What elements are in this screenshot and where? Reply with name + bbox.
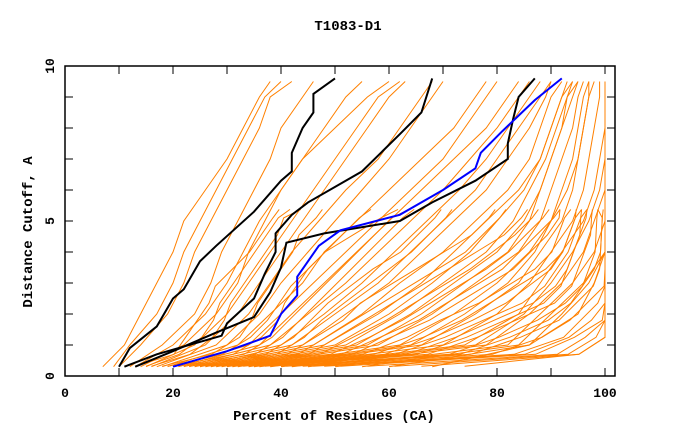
model-curve-lower-22 [264,209,583,367]
model-curve-lower-34 [464,209,606,367]
y-axis-label: Distance Cutoff, A [21,156,37,308]
model-curve-5 [140,81,363,368]
model-curve-lower-20 [253,209,588,367]
model-curve-6 [145,81,401,368]
highlight-curve-0 [118,77,336,368]
model-curve-1 [113,81,282,367]
model-curve-15 [194,81,552,368]
model-curve-lower-16 [232,209,561,367]
model-curve-lower-7 [183,208,415,367]
model-curve-19 [216,81,574,368]
x-tick-label: 20 [165,386,181,401]
model-curve-10 [167,81,487,368]
plot-frame [64,65,616,377]
y-tick-label: 10 [43,58,58,74]
x-tick-label: 0 [61,386,69,401]
x-tick-label: 100 [593,386,617,401]
x-tick-label: 40 [273,386,289,401]
model-curve-lower-6 [178,208,410,367]
model-curve-lower-13 [216,209,539,367]
model-curve-17 [205,81,563,368]
model-curve-lower-19 [248,209,583,367]
model-curve-26 [259,81,595,368]
chart-title: T1083-D1 [314,19,381,35]
model-curve-lower-3 [162,209,323,367]
model-curve-12 [178,81,520,368]
x-axis-label: Percent of Residues (CA) [233,409,435,425]
model-curve-lower-14 [221,209,550,367]
model-curve-4 [134,81,390,368]
plot-area [102,77,606,368]
axis-ticks: 0 20 40 60 80 100 0 5 10 [43,58,617,401]
model-curve-28 [280,81,606,368]
model-curve-lower-4 [167,208,399,367]
model-curve-0 [102,81,271,368]
model-curve-3 [129,81,314,368]
y-tick-label: 0 [43,372,58,380]
highlight-curve-1 [124,78,434,368]
model-curve-lower-30 [340,209,606,367]
model-curve-13 [183,81,530,368]
model-curve-22 [232,81,574,368]
model-curve-27 [270,81,601,368]
y-tick-label: 5 [43,217,58,225]
model-curve-lower-0 [135,209,280,367]
model-curve-lower-2 [151,208,302,367]
model-curve-lower-21 [259,209,588,367]
x-tick-label: 60 [381,386,397,401]
model-curve-20 [221,81,579,368]
model-curve-lower-15 [226,209,561,367]
model-curve-23 [237,81,584,368]
x-tick-label: 80 [489,386,505,401]
model-curve-lower-17 [237,209,572,367]
model-curve-16 [199,81,552,368]
model-curve-9 [162,81,444,368]
highlight-curve-2 [134,77,536,368]
best-curve [172,77,563,368]
model-curve-21 [226,81,579,368]
